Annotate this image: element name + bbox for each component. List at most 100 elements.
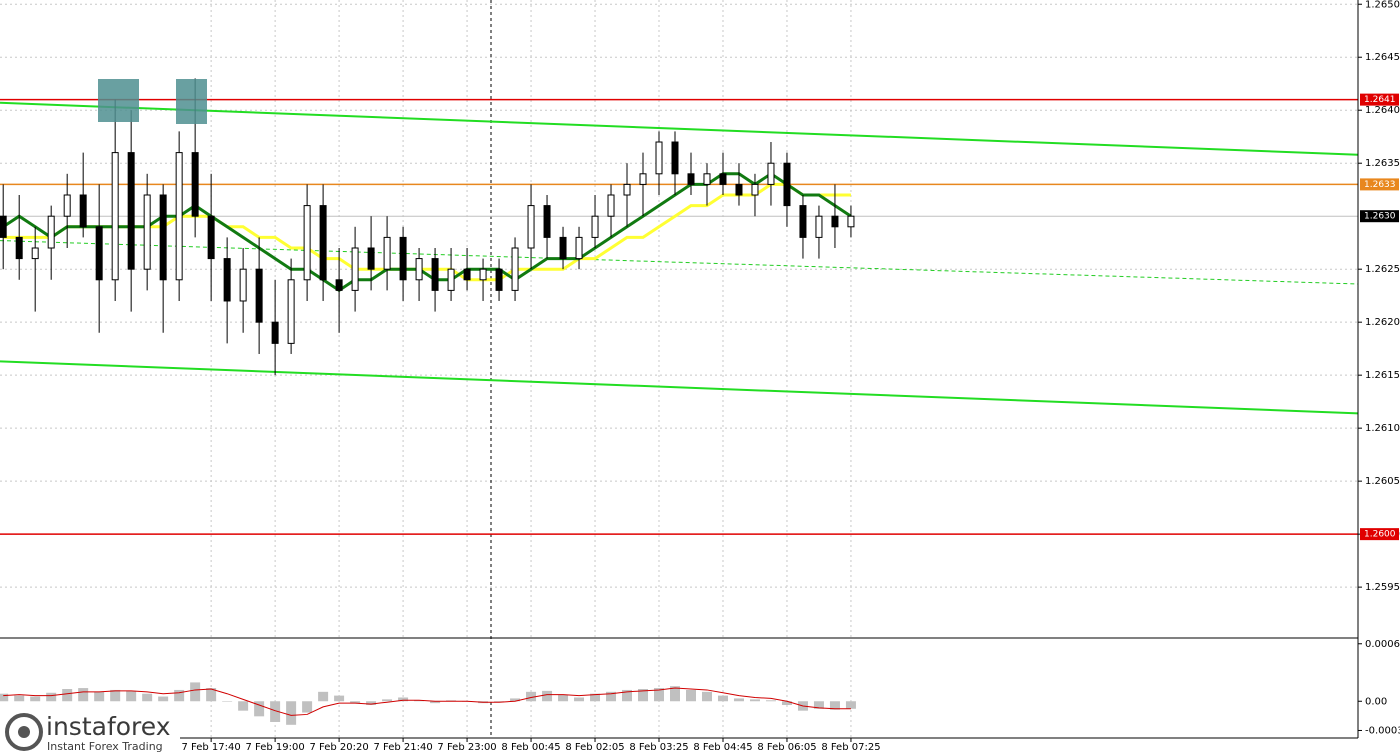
histogram-bar xyxy=(542,690,553,702)
candle-body xyxy=(239,268,247,302)
histogram-bar xyxy=(174,689,185,702)
y-tick-label: 1.2595 xyxy=(1365,582,1400,593)
candle-body xyxy=(47,215,55,249)
candle-body xyxy=(815,215,823,238)
histogram-bar xyxy=(126,690,137,702)
histogram-bar xyxy=(110,689,121,702)
candle-body xyxy=(319,205,327,281)
logo: instaforex Instant Forex Trading xyxy=(0,708,180,756)
histogram-bar xyxy=(622,689,633,702)
x-tick-label: 8 Feb 04:45 xyxy=(693,742,752,753)
signal-line xyxy=(3,687,851,716)
histogram-bar xyxy=(62,689,73,702)
candle-body xyxy=(271,321,279,344)
histogram-bar xyxy=(30,696,41,702)
candle-body xyxy=(111,152,119,281)
candle-body xyxy=(607,194,615,217)
candle-body xyxy=(639,173,647,185)
histogram-bar xyxy=(749,699,760,702)
logo-name: instaforex xyxy=(46,712,171,741)
histogram-bar xyxy=(717,695,728,702)
candle-body xyxy=(223,258,231,302)
histogram-bar xyxy=(606,691,617,702)
histogram-bar xyxy=(14,695,25,702)
candle-body xyxy=(671,141,679,175)
candle-body xyxy=(831,215,839,228)
level-label-box xyxy=(1360,210,1399,223)
candle-body xyxy=(79,194,87,228)
candle-body xyxy=(767,162,775,185)
candle-body xyxy=(591,215,599,238)
x-tick-label: 7 Feb 17:40 xyxy=(182,742,241,753)
level-label: 1.2641 xyxy=(1364,95,1396,105)
candle-body xyxy=(527,205,535,249)
histogram-bar xyxy=(701,691,712,702)
histogram-bar xyxy=(222,701,233,702)
histogram-bar xyxy=(318,691,329,702)
candle-body xyxy=(479,268,487,281)
x-tick-label: 8 Feb 06:05 xyxy=(757,742,816,753)
histogram-bar xyxy=(238,701,249,711)
candle-body xyxy=(15,236,23,260)
candle-body xyxy=(127,152,135,270)
candle-body xyxy=(575,236,583,260)
y-tick-label: 1.2615 xyxy=(1365,370,1400,381)
histogram-bar xyxy=(430,701,441,704)
histogram-bar xyxy=(670,686,681,702)
y-tick-label: 1.2625 xyxy=(1365,264,1400,275)
trendline xyxy=(0,240,1359,285)
candle-body xyxy=(511,247,519,291)
histogram-bar xyxy=(574,697,585,702)
histogram-bar xyxy=(254,701,265,717)
level-label-box xyxy=(1360,178,1399,191)
x-tick-label: 7 Feb 19:00 xyxy=(245,742,304,753)
histogram-bar xyxy=(350,701,361,704)
signal-marker xyxy=(98,79,139,122)
candle-body xyxy=(735,183,743,196)
histogram-bar xyxy=(142,693,153,702)
indicator-tick-label: 0.00061 xyxy=(1365,639,1400,650)
histogram-bar xyxy=(190,682,201,702)
histogram-bar xyxy=(558,694,569,702)
level-label-box xyxy=(1360,528,1399,541)
histogram-bar xyxy=(685,689,696,702)
candle-body xyxy=(63,194,71,217)
candle-body xyxy=(255,268,263,323)
histogram-bar xyxy=(510,698,521,702)
x-tick-label: 8 Feb 03:25 xyxy=(629,742,688,753)
logo-tagline: Instant Forex Trading xyxy=(47,740,163,753)
signal-marker xyxy=(176,79,207,124)
candle-body xyxy=(287,279,295,344)
candle-body xyxy=(399,236,407,281)
x-tick-label: 7 Feb 20:20 xyxy=(309,742,368,753)
candle-body xyxy=(687,173,695,185)
candle-body xyxy=(191,152,199,217)
candle-body xyxy=(143,194,151,270)
histogram-bar xyxy=(46,692,57,702)
candle-body xyxy=(751,183,759,196)
histogram-bar xyxy=(398,697,409,702)
candle-body xyxy=(159,194,167,281)
y-tick-label: 1.2640 xyxy=(1365,105,1400,116)
histogram-bar xyxy=(382,699,393,702)
indicator-tick-label: 0.00 xyxy=(1365,696,1387,707)
candle-body xyxy=(383,236,391,270)
candle-body xyxy=(31,247,39,260)
x-tick-label: 8 Feb 02:05 xyxy=(565,742,624,753)
candle-body xyxy=(447,268,455,291)
candle-body xyxy=(367,247,375,270)
histogram-bar xyxy=(286,701,297,725)
candle-body xyxy=(175,152,183,281)
y-tick-label: 1.2605 xyxy=(1365,476,1400,487)
logo-icon xyxy=(18,726,30,738)
candle-body xyxy=(495,268,503,291)
level-label-box xyxy=(1360,93,1399,106)
price-panel xyxy=(0,78,1359,535)
histogram-bar xyxy=(638,689,649,702)
candle-body xyxy=(463,268,471,281)
candle-body xyxy=(559,236,567,260)
candle-body xyxy=(623,183,631,196)
histogram-bar xyxy=(206,688,217,702)
candle-body xyxy=(783,162,791,207)
